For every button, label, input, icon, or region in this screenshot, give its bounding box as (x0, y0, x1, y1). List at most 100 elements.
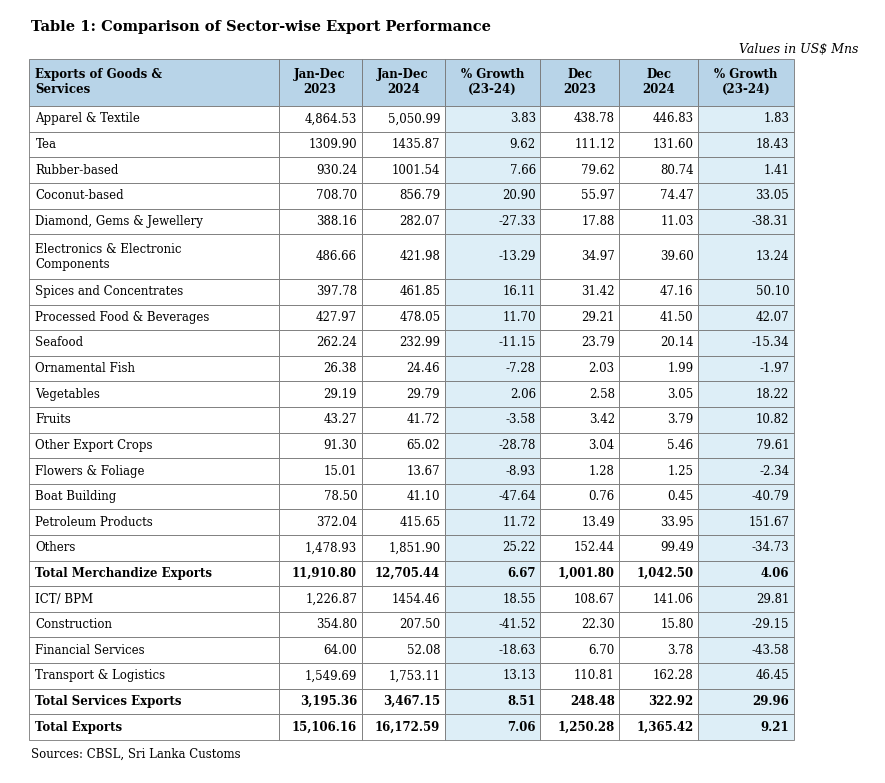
Bar (698, 510, 794, 535)
Text: 232.99: 232.99 (399, 337, 441, 349)
Bar (279, 612, 362, 637)
Text: % Growth
(23-24): % Growth (23-24) (461, 68, 524, 96)
Text: 131.60: 131.60 (653, 138, 694, 151)
Bar (362, 586, 444, 612)
Text: 1,365.42: 1,365.42 (636, 720, 694, 734)
Bar (620, 407, 698, 433)
Bar (444, 433, 540, 458)
Text: 1,042.50: 1,042.50 (636, 567, 694, 580)
Text: Processed Food & Beverages: Processed Food & Beverages (35, 311, 210, 324)
Text: 10.82: 10.82 (756, 413, 789, 426)
Bar (279, 714, 362, 740)
Bar (540, 157, 620, 183)
Bar (362, 59, 444, 106)
Bar (444, 458, 540, 484)
Text: 2.58: 2.58 (589, 388, 615, 401)
Text: 421.98: 421.98 (399, 250, 441, 263)
Text: 11.03: 11.03 (660, 215, 694, 228)
Text: 52.08: 52.08 (407, 644, 441, 657)
Text: 91.30: 91.30 (324, 439, 358, 452)
Text: 78.50: 78.50 (324, 490, 358, 503)
Text: Vegetables: Vegetables (35, 388, 100, 401)
Bar (540, 689, 620, 714)
Text: 41.10: 41.10 (407, 490, 441, 503)
Bar (29, 433, 279, 458)
Bar (698, 355, 794, 381)
Bar (444, 484, 540, 510)
Bar (444, 279, 540, 305)
Bar (620, 305, 698, 330)
Text: Total Exports: Total Exports (35, 720, 122, 734)
Text: 29.79: 29.79 (407, 388, 441, 401)
Text: Table 1: Comparison of Sector-wise Export Performance: Table 1: Comparison of Sector-wise Expor… (31, 20, 491, 34)
Bar (540, 714, 620, 740)
Text: 151.67: 151.67 (749, 516, 789, 529)
Bar (698, 484, 794, 510)
Text: 6.70: 6.70 (589, 644, 615, 657)
Bar (620, 714, 698, 740)
Bar (444, 510, 540, 535)
Text: 1,851.90: 1,851.90 (389, 541, 441, 554)
Text: -15.34: -15.34 (751, 337, 789, 349)
Text: 26.38: 26.38 (324, 362, 358, 375)
Text: 20.90: 20.90 (502, 189, 535, 202)
Bar (620, 561, 698, 586)
Text: 7.06: 7.06 (507, 720, 535, 734)
Text: 18.43: 18.43 (756, 138, 789, 151)
Bar (279, 183, 362, 208)
Text: Dec
2024: Dec 2024 (643, 68, 675, 96)
Bar (620, 355, 698, 381)
Bar (444, 586, 540, 612)
Text: 33.05: 33.05 (756, 189, 789, 202)
Bar (540, 132, 620, 157)
Text: 4.06: 4.06 (761, 567, 789, 580)
Bar (29, 561, 279, 586)
Bar (698, 59, 794, 106)
Text: 1.83: 1.83 (764, 113, 789, 125)
Text: Exports of Goods &
Services: Exports of Goods & Services (35, 68, 163, 96)
Bar (540, 561, 620, 586)
Bar (540, 208, 620, 234)
Text: 18.55: 18.55 (503, 593, 535, 605)
Bar (29, 381, 279, 407)
Text: % Growth
(23-24): % Growth (23-24) (714, 68, 778, 96)
Text: 0.45: 0.45 (667, 490, 694, 503)
Bar (362, 612, 444, 637)
Text: 248.48: 248.48 (570, 695, 615, 708)
Bar (362, 234, 444, 279)
Bar (540, 663, 620, 689)
Bar (698, 714, 794, 740)
Text: 29.81: 29.81 (756, 593, 789, 605)
Bar (362, 279, 444, 305)
Bar (279, 305, 362, 330)
Text: 354.80: 354.80 (316, 619, 358, 631)
Bar (29, 330, 279, 355)
Bar (540, 586, 620, 612)
Bar (540, 183, 620, 208)
Text: Tea: Tea (35, 138, 57, 151)
Text: 388.16: 388.16 (316, 215, 358, 228)
Bar (698, 132, 794, 157)
Bar (279, 433, 362, 458)
Bar (444, 612, 540, 637)
Bar (279, 663, 362, 689)
Text: 5,050.99: 5,050.99 (388, 113, 441, 125)
Bar (698, 279, 794, 305)
Text: -2.34: -2.34 (759, 464, 789, 478)
Bar (620, 330, 698, 355)
Bar (362, 407, 444, 433)
Text: 397.78: 397.78 (316, 285, 358, 298)
Text: 152.44: 152.44 (573, 541, 615, 554)
Text: Flowers & Foliage: Flowers & Foliage (35, 464, 145, 478)
Text: 47.16: 47.16 (660, 285, 694, 298)
Text: 0.76: 0.76 (589, 490, 615, 503)
Bar (698, 689, 794, 714)
Text: Transport & Logistics: Transport & Logistics (35, 669, 165, 683)
Bar (444, 157, 540, 183)
Text: Construction: Construction (35, 619, 112, 631)
Bar (698, 330, 794, 355)
Text: -41.52: -41.52 (498, 619, 535, 631)
Text: Financial Services: Financial Services (35, 644, 145, 657)
Bar (279, 106, 362, 132)
Bar (620, 535, 698, 561)
